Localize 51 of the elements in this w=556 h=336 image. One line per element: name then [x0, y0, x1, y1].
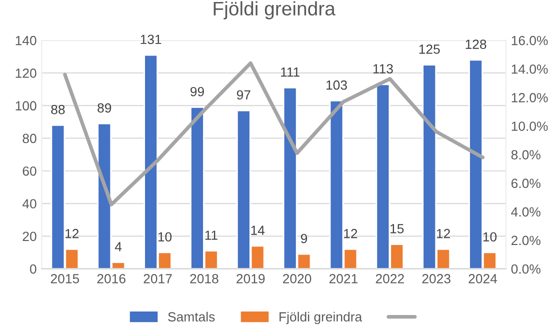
y2-tick-label: 0.0%: [511, 264, 540, 274]
y2-tick-label: 8.0%: [511, 150, 540, 160]
x-tick-label: 2019: [236, 274, 265, 284]
data-label: 9: [300, 234, 308, 244]
legend-label: Samtals: [168, 312, 215, 322]
x-tick-label: 2018: [190, 274, 218, 284]
data-label: 12: [344, 228, 358, 238]
y-tick-label: 20: [22, 232, 36, 242]
data-label: 10: [158, 232, 172, 242]
x-tick-label: 2016: [97, 274, 126, 284]
x-tick-label: 2021: [329, 274, 358, 284]
x-tick-label: 2022: [376, 274, 404, 284]
data-label: 12: [436, 228, 450, 238]
data-label: 99: [190, 86, 204, 96]
legend-label: Fjöldi greindra: [280, 312, 362, 324]
data-label: 103: [326, 80, 347, 90]
y-tick-label: 100: [16, 101, 36, 111]
y-tick-label: 80: [22, 134, 36, 144]
y-tick-label: 140: [16, 36, 36, 46]
data-label: 89: [98, 103, 112, 113]
y-tick-label: 60: [22, 166, 36, 176]
data-label: 12: [66, 228, 79, 238]
y-tick-label: 40: [22, 199, 36, 208]
y-tick-label: 120: [16, 68, 36, 78]
data-label: 113: [373, 64, 393, 74]
chart-title: Fjöldi greindra: [214, 1, 336, 20]
data-label: 11: [205, 230, 218, 240]
x-tick-label: 2020: [283, 274, 312, 284]
y2-tick-label: 10.0%: [512, 122, 548, 131]
line-series: [63, 61, 485, 206]
data-label: 10: [483, 232, 497, 242]
y2-tick-label: 16.0%: [512, 36, 548, 46]
data-label: 128: [466, 40, 486, 49]
x-tick-label: 2017: [144, 274, 172, 284]
data-label: 131: [140, 34, 162, 44]
y-tick-label: 0: [30, 264, 36, 274]
x-tick-label: 2015: [50, 274, 80, 284]
y2-tick-label: 6.0%: [511, 178, 540, 188]
y2-tick-label: 14.0%: [512, 64, 548, 74]
x-tick-label: 2024: [468, 274, 498, 284]
data-label: 15: [390, 224, 404, 234]
x-tick-label: 2023: [422, 274, 450, 284]
y2-tick-label: 12.0%: [512, 93, 548, 102]
data-label: 125: [419, 44, 440, 54]
data-label: 111: [281, 68, 300, 77]
data-label: 88: [51, 104, 65, 114]
data-label: 4: [114, 242, 122, 252]
data-label: 97: [236, 90, 250, 100]
y2-tick-label: 2.0%: [511, 236, 540, 246]
y2-tick-label: 4.0%: [511, 207, 540, 217]
data-label: 14: [251, 226, 265, 235]
